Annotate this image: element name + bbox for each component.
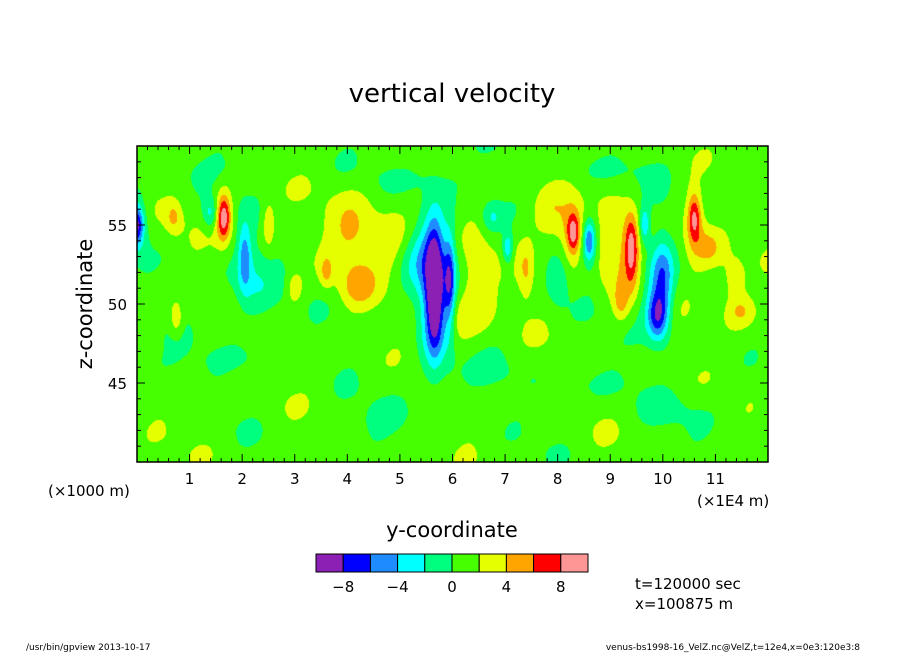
colorbar: −8 −4 0 4 8	[315, 553, 589, 596]
colorbar-swatch	[451, 553, 480, 573]
colorbar-tick-label: 4	[502, 578, 512, 596]
x-tick-label: 5	[395, 470, 405, 488]
chart-title: vertical velocity	[349, 79, 556, 109]
colorbar-tick-label: 0	[447, 578, 457, 596]
x-tick-label: 2	[237, 470, 247, 488]
x-tick-label: 8	[553, 470, 563, 488]
colorbar-swatch	[478, 553, 507, 573]
colorbar-tick-label: −4	[387, 578, 409, 596]
x-axis-label: y-coordinate	[386, 518, 518, 542]
x-tick-label: 3	[290, 470, 300, 488]
colorbar-swatch	[397, 553, 426, 573]
time-label: t=120000 sec	[635, 575, 741, 593]
x-tick-label: 6	[448, 470, 458, 488]
colorbar-swatch	[369, 553, 399, 573]
colorbar-swatch	[560, 553, 589, 573]
x-tick-label: 11	[706, 470, 725, 488]
x-tick-label: 7	[500, 470, 510, 488]
x-tick-label: 1	[185, 470, 195, 488]
colorbar-swatch	[424, 553, 453, 573]
colorbar-swatch	[315, 553, 344, 573]
x-axis-unit-right: (×1E4 m)	[697, 492, 769, 510]
footer-right: venus-bs1998-16_VelZ.nc@VelZ,t=12e4,x=0e…	[606, 643, 860, 653]
colorbar-swatch	[533, 553, 562, 573]
position-label: x=100875 m	[635, 595, 733, 613]
y-axis-label: z-coordinate	[73, 239, 97, 370]
x-tick-label: 10	[653, 470, 672, 488]
x-axis-ticks: 1 2 3 4 5 6 7 8 9 10 11	[136, 146, 769, 488]
colorbar-swatch	[505, 553, 535, 573]
y-tick-label: 45	[108, 375, 127, 393]
colorbar-tick-label: 8	[556, 578, 566, 596]
x-tick-label: 9	[605, 470, 615, 488]
x-axis-unit-left: (×1000 m)	[48, 482, 130, 500]
footer-left: /usr/bin/gpview 2013-10-17	[26, 643, 150, 653]
colorbar-tick-label: −8	[332, 578, 354, 596]
colorbar-swatch	[342, 553, 371, 573]
y-axis-ticks: 45 50 55	[108, 145, 768, 463]
x-tick-label: 4	[343, 470, 353, 488]
y-tick-label: 55	[108, 217, 127, 235]
contour-field	[137, 146, 768, 462]
y-tick-label: 50	[108, 296, 127, 314]
